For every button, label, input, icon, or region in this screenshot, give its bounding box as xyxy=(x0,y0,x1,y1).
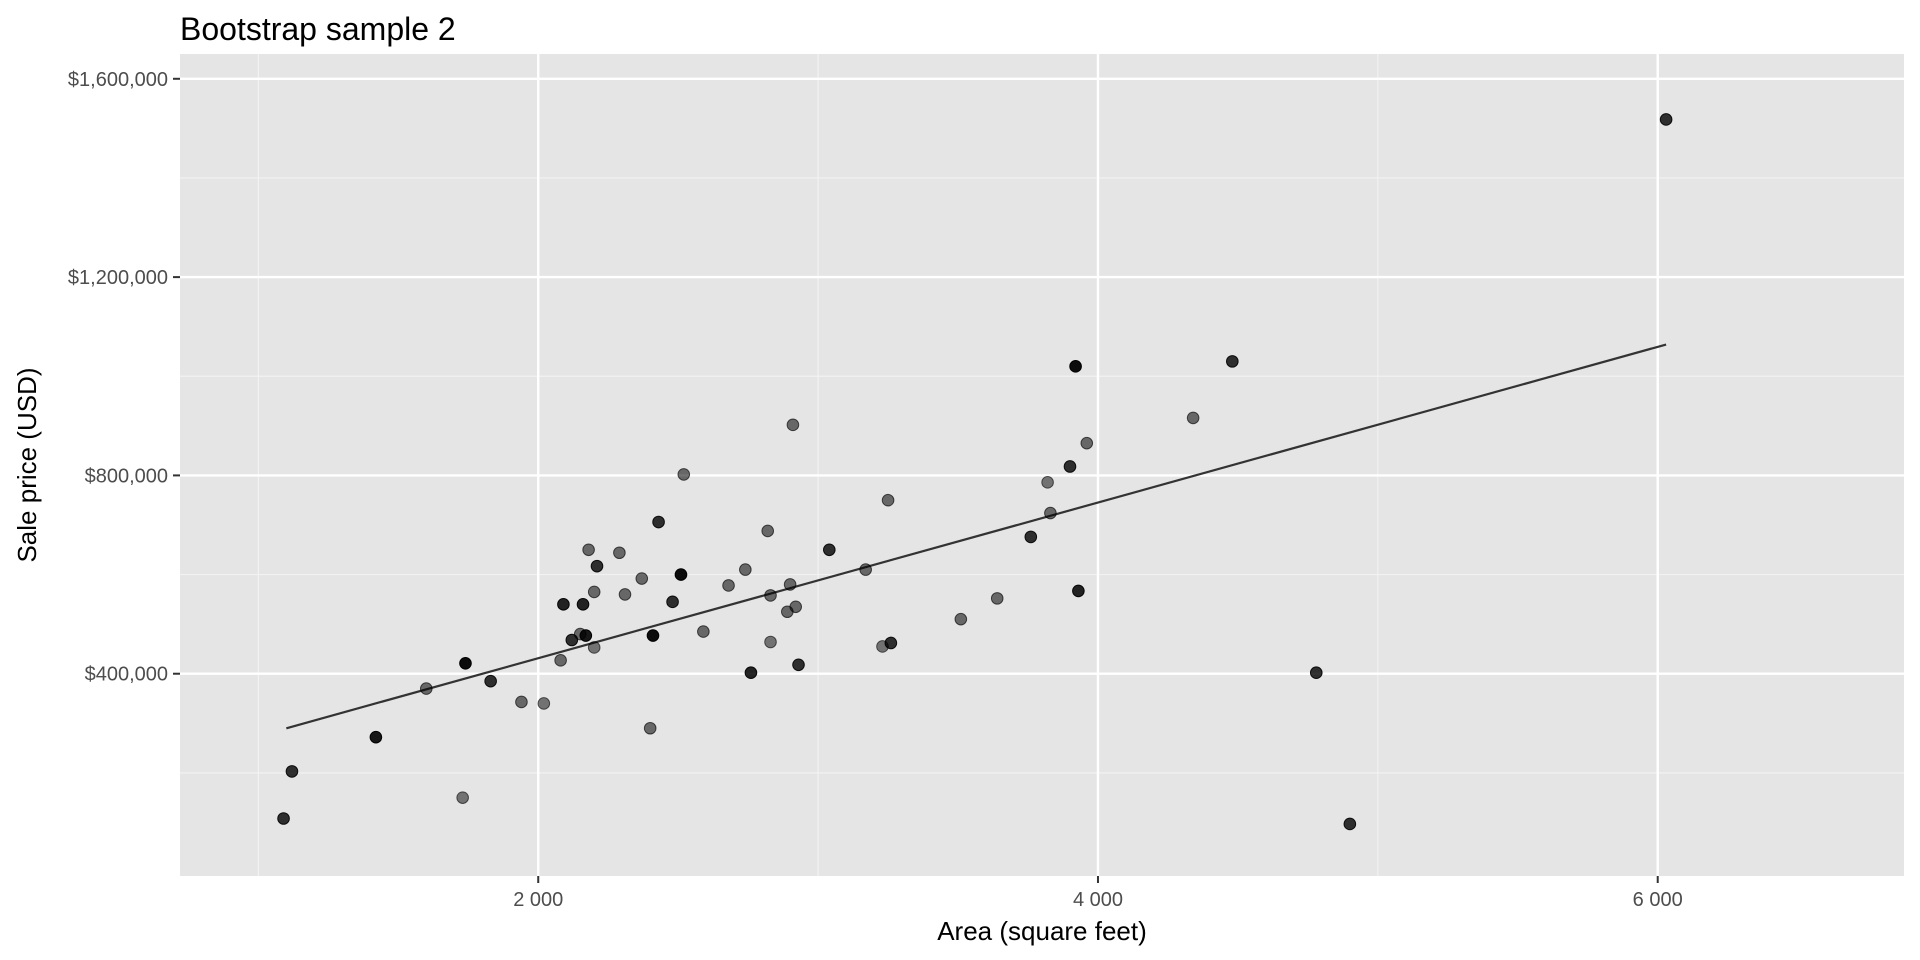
data-point xyxy=(587,585,601,599)
x-axis-title: Area (square feet) xyxy=(937,916,1147,946)
y-tick-label: $1,600,000 xyxy=(68,69,168,91)
data-point xyxy=(792,658,805,672)
data-point xyxy=(1659,113,1673,126)
data-point xyxy=(822,543,836,557)
x-tick-label: 2 000 xyxy=(513,889,563,911)
data-point xyxy=(1063,460,1077,473)
data-point xyxy=(537,697,551,710)
chart-title: Bootstrap sample 2 xyxy=(180,11,456,47)
data-points xyxy=(277,113,1673,831)
data-point xyxy=(881,493,895,507)
data-point xyxy=(1041,476,1054,489)
data-point xyxy=(954,612,968,626)
data-point xyxy=(674,568,688,581)
data-point xyxy=(666,595,679,609)
data-point xyxy=(635,572,649,585)
y-tick-label: $400,000 xyxy=(85,664,168,686)
data-point xyxy=(643,721,657,735)
data-point xyxy=(859,563,872,576)
data-point xyxy=(783,578,797,591)
x-axis: 2 000 4 000 6 000 xyxy=(513,876,1683,911)
data-point xyxy=(646,629,660,642)
data-point xyxy=(369,730,383,744)
regression-line xyxy=(286,343,1667,730)
data-point xyxy=(1343,817,1357,831)
data-point xyxy=(285,765,299,778)
data-point xyxy=(459,657,472,670)
y-tick-label: $1,200,000 xyxy=(68,267,168,289)
data-point xyxy=(1072,584,1085,598)
data-point xyxy=(1069,360,1082,373)
regression-line-group xyxy=(286,343,1667,730)
data-point xyxy=(761,524,775,538)
data-point xyxy=(1309,666,1323,680)
data-point xyxy=(1186,411,1200,425)
data-point xyxy=(515,695,528,709)
data-point xyxy=(456,791,469,804)
y-axis: $400,000 $800,000 $1,200,000 $1,600,000 xyxy=(68,69,180,686)
data-point xyxy=(739,563,752,576)
data-point xyxy=(590,559,604,573)
data-point xyxy=(722,579,735,592)
data-point xyxy=(652,515,665,529)
minor-gridlines xyxy=(180,54,1904,876)
x-tick-label: 6 000 xyxy=(1633,889,1683,911)
data-point xyxy=(764,589,777,602)
data-point xyxy=(744,666,758,680)
data-point xyxy=(587,641,601,654)
data-point xyxy=(884,636,898,650)
data-point xyxy=(990,592,1004,605)
data-point xyxy=(1024,530,1038,544)
x-tick-label: 4 000 xyxy=(1073,889,1123,911)
data-point xyxy=(618,588,632,601)
data-point xyxy=(1226,355,1239,368)
data-point xyxy=(789,600,803,614)
data-point xyxy=(484,674,497,688)
major-gridlines xyxy=(180,54,1904,876)
data-point xyxy=(677,468,691,481)
y-axis-title: Sale price (USD) xyxy=(12,367,42,562)
data-point xyxy=(277,812,290,825)
data-point xyxy=(419,682,433,695)
data-point xyxy=(582,543,595,557)
data-point xyxy=(764,635,777,649)
data-point xyxy=(554,654,567,667)
data-point xyxy=(579,629,593,642)
data-point xyxy=(557,598,570,611)
data-point xyxy=(1044,506,1057,520)
data-point xyxy=(1080,436,1094,450)
data-point xyxy=(576,598,590,611)
data-point xyxy=(786,418,800,432)
data-point xyxy=(697,625,710,638)
plot-panel xyxy=(180,54,1904,876)
data-point xyxy=(613,546,626,560)
y-tick-label: $800,000 xyxy=(85,465,168,487)
